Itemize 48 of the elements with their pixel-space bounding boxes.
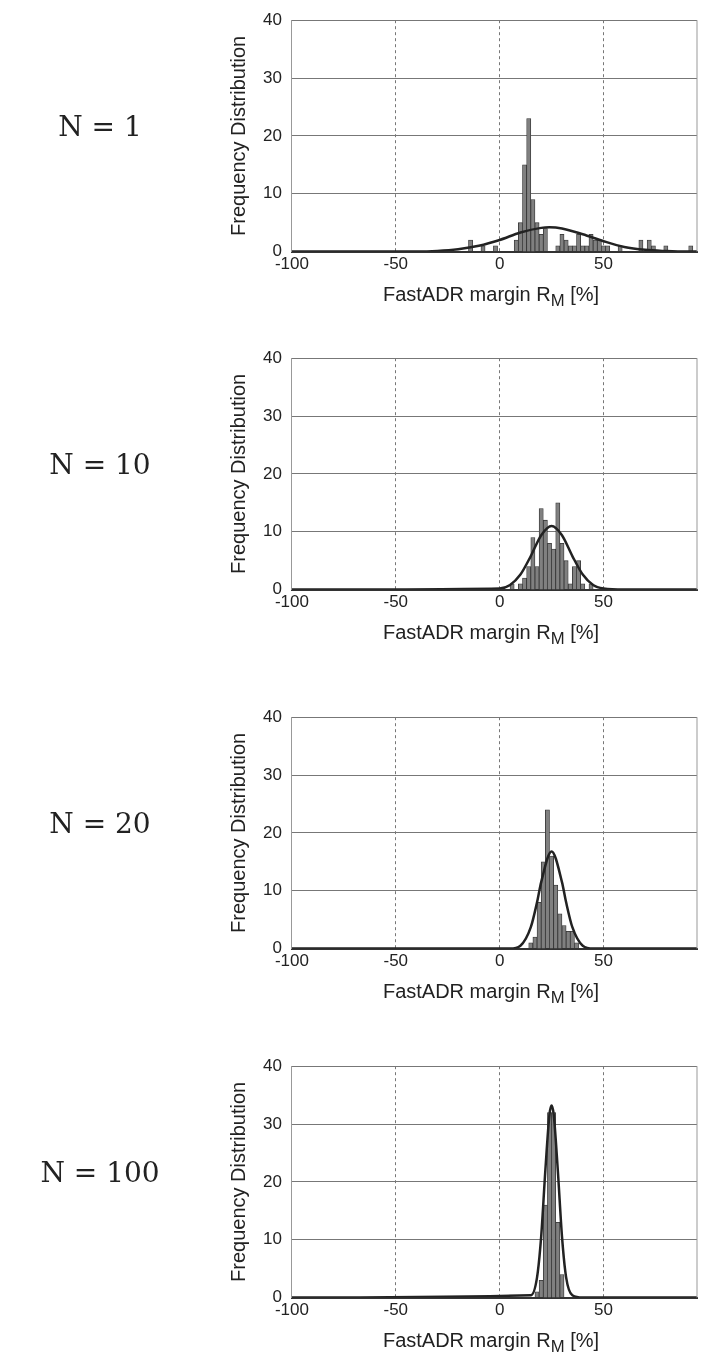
y-tick-label: 10: [262, 183, 282, 203]
y-tick-label: 40: [262, 9, 282, 29]
y-tick-label: 0: [272, 1287, 282, 1307]
x-tick-label: 50: [594, 1300, 613, 1320]
x-tick-label: 0: [494, 254, 505, 274]
line-series: [291, 524, 697, 590]
x-axis-title: FastADR margin R$_{M}$ [%]: [381, 980, 601, 1008]
text: N = 10: [48, 448, 152, 481]
y-tick-label: 30: [262, 1113, 282, 1133]
line-series: [291, 850, 697, 949]
y-axis-title: Frequency Distribution: [226, 1081, 249, 1282]
x-tick-label: 50: [594, 254, 613, 274]
y-tick-label: 20: [262, 1171, 282, 1191]
y-tick-label: 40: [262, 1055, 282, 1075]
x-tick-label: 0: [494, 951, 505, 971]
y-tick-label: 0: [272, 241, 282, 261]
y-tick-label: 10: [262, 1229, 282, 1249]
text: N = 1: [57, 110, 143, 143]
y-axis-title: Frequency Distribution: [226, 373, 249, 574]
y-tick-label: 0: [272, 579, 282, 599]
y-tick-label: 20: [262, 463, 282, 483]
y-tick-label: 0: [272, 938, 282, 958]
line-series: [291, 1104, 697, 1298]
y-tick-label: 40: [262, 347, 282, 367]
text: N = 20: [48, 807, 152, 840]
x-tick-label: -50: [383, 592, 409, 612]
x-axis-title: FastADR margin R$_{M}$ [%]: [381, 283, 601, 311]
x-axis-title: FastADR margin R$_{M}$ [%]: [381, 621, 601, 649]
x-tick-label: 0: [494, 1300, 505, 1320]
x-tick-label: 50: [594, 592, 613, 612]
y-tick-label: 20: [262, 125, 282, 145]
y-tick-label: 20: [262, 822, 282, 842]
line-series: [291, 226, 697, 252]
text: N = 100: [39, 1156, 161, 1189]
x-tick-label: 0: [494, 592, 505, 612]
y-tick-label: 30: [262, 764, 282, 784]
x-tick-label: 50: [594, 951, 613, 971]
y-tick-label: 30: [262, 67, 282, 87]
x-tick-label: -50: [383, 254, 409, 274]
x-tick-label: -50: [383, 951, 409, 971]
y-tick-label: 10: [262, 880, 282, 900]
y-tick-label: 10: [262, 521, 282, 541]
x-tick-label: -50: [383, 1300, 409, 1320]
y-tick-label: 30: [262, 405, 282, 425]
y-tick-label: 40: [262, 706, 282, 726]
x-axis-title: FastADR margin R$_{M}$ [%]: [381, 1329, 601, 1357]
y-axis-title: Frequency Distribution: [226, 732, 249, 933]
y-axis-title: Frequency Distribution: [226, 35, 249, 236]
